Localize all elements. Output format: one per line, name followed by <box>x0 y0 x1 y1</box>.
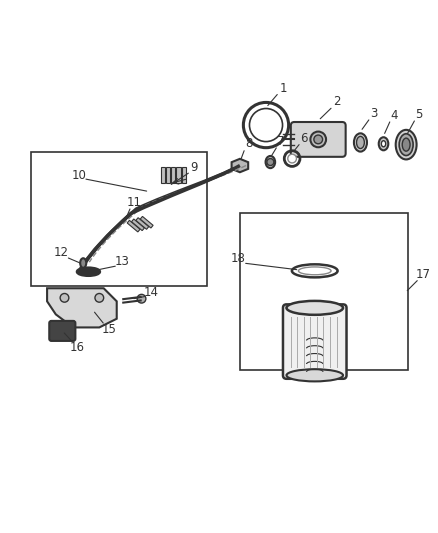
Text: 2: 2 <box>333 95 340 109</box>
Ellipse shape <box>286 301 343 315</box>
Bar <box>140 216 153 228</box>
Bar <box>31 152 207 286</box>
Circle shape <box>288 154 297 163</box>
Ellipse shape <box>396 130 417 159</box>
Ellipse shape <box>402 138 410 151</box>
Circle shape <box>137 294 146 303</box>
Bar <box>161 167 165 183</box>
Text: 5: 5 <box>416 108 423 120</box>
Ellipse shape <box>77 268 100 276</box>
Text: 1: 1 <box>279 83 287 95</box>
Bar <box>240 213 408 370</box>
Ellipse shape <box>80 258 86 268</box>
Text: 7: 7 <box>277 135 285 148</box>
Circle shape <box>311 132 326 147</box>
Ellipse shape <box>399 134 413 156</box>
Text: 4: 4 <box>390 109 398 122</box>
Text: 11: 11 <box>127 196 141 208</box>
Ellipse shape <box>330 130 341 149</box>
Text: 16: 16 <box>70 341 85 353</box>
Ellipse shape <box>265 156 275 168</box>
Text: 3: 3 <box>370 107 378 120</box>
Text: 17: 17 <box>416 268 431 281</box>
FancyBboxPatch shape <box>49 321 75 341</box>
Text: 9: 9 <box>190 161 198 174</box>
Text: 15: 15 <box>102 323 117 336</box>
Circle shape <box>95 294 104 302</box>
Text: 10: 10 <box>71 168 86 182</box>
Bar <box>166 167 170 183</box>
Bar <box>182 167 186 183</box>
Bar <box>177 167 181 183</box>
Text: 14: 14 <box>144 286 159 299</box>
Ellipse shape <box>354 133 367 151</box>
Bar <box>127 220 140 232</box>
Ellipse shape <box>298 267 331 275</box>
Polygon shape <box>47 288 117 327</box>
Circle shape <box>60 294 69 302</box>
Ellipse shape <box>286 369 343 382</box>
Text: 8: 8 <box>245 138 252 150</box>
Ellipse shape <box>291 128 304 151</box>
Text: 6: 6 <box>300 132 307 144</box>
Bar <box>136 217 149 229</box>
Circle shape <box>314 135 322 144</box>
Circle shape <box>250 109 283 142</box>
Ellipse shape <box>379 137 389 150</box>
FancyBboxPatch shape <box>283 304 346 379</box>
Text: 18: 18 <box>231 252 246 265</box>
Bar <box>131 219 145 231</box>
FancyBboxPatch shape <box>291 122 346 157</box>
Circle shape <box>267 158 274 166</box>
Ellipse shape <box>357 136 364 149</box>
Text: 12: 12 <box>54 246 69 259</box>
Bar <box>171 167 176 183</box>
Ellipse shape <box>381 141 386 147</box>
Text: 13: 13 <box>115 255 130 268</box>
Polygon shape <box>232 159 248 172</box>
